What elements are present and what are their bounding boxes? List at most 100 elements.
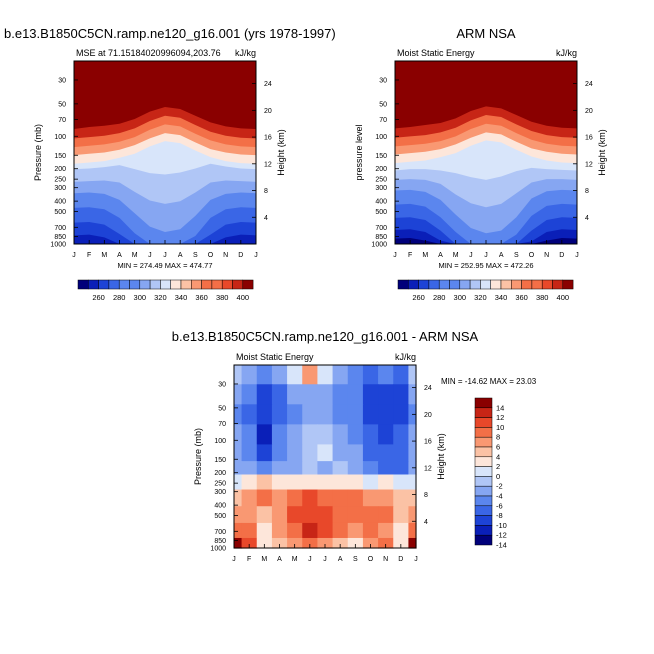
panel-3-height-label: 4 — [424, 519, 428, 526]
panel-3-cell — [317, 384, 334, 405]
panel-3-cell — [287, 404, 303, 425]
panel-3-cell — [241, 384, 258, 405]
panel-1-height-label: 12 — [264, 161, 272, 168]
panel-2-height-label: 12 — [585, 161, 593, 168]
panel-3-month-label: J — [414, 556, 418, 563]
panel-3-cell — [317, 365, 334, 385]
panel-1-legend: 260 280 300 320 340 360 380 400 — [77, 279, 254, 302]
panel-3-cell — [302, 404, 319, 425]
panel-3-legend-label: -4 — [496, 492, 503, 501]
panel-3-cell — [271, 489, 288, 507]
panel-1-ylabel: Pressure (mb) — [33, 124, 43, 181]
panel-2-month-label: A — [499, 252, 504, 259]
panel-3-cell — [378, 461, 394, 476]
panel-3-legend-label: 2 — [496, 462, 500, 471]
panel-3-month-label: O — [368, 556, 374, 563]
panel-3-legend-label: 0 — [496, 472, 500, 481]
panel-3-cell — [287, 537, 303, 549]
panel-3-cell — [317, 404, 334, 425]
panel-3-cell — [302, 365, 319, 385]
panel-3-legend-box — [474, 466, 493, 477]
panel-2-month-label: O — [529, 252, 535, 259]
panel-3-legend-box — [474, 417, 493, 428]
panel-3-cell — [256, 384, 273, 405]
panel-3-height-label: 8 — [424, 492, 428, 499]
panel-3-cell — [234, 522, 243, 539]
panel-3-cell — [362, 365, 379, 385]
panel-3-cell — [287, 444, 303, 462]
panel-1-pressure-label: 400 — [54, 199, 66, 206]
panel-2-legend-label: 320 — [474, 293, 487, 302]
panel-3-left-label: Moist Static Energy — [236, 352, 314, 362]
panel-3-cell — [332, 537, 349, 549]
panel-3-cell — [234, 424, 243, 446]
panel-1-month-label: O — [208, 252, 214, 259]
panel-3-cell — [256, 474, 273, 491]
panel-3-cell — [302, 444, 319, 462]
panel-3-legend-label: 10 — [496, 423, 504, 432]
panel-3-cell — [302, 474, 319, 491]
panel-2-pressure-label: 50 — [379, 101, 387, 108]
panel-1-legend-label: 280 — [113, 293, 126, 302]
panel-3-cell — [332, 461, 349, 476]
panel-3-cell — [362, 522, 379, 539]
panel-3-cell — [234, 461, 243, 476]
panel-2-legend-box — [490, 279, 502, 290]
panel-3-cell — [317, 506, 334, 524]
panel-3-cell — [362, 506, 379, 524]
panel-1-legend-label: 260 — [92, 293, 105, 302]
panel-3-legend-box — [474, 485, 493, 497]
panel-3-cell — [332, 444, 349, 462]
panel-3-cell — [378, 474, 394, 491]
panel-3-cell — [287, 461, 303, 476]
panel-2-legend-box — [438, 279, 450, 290]
panel-3-legend-label: -2 — [496, 482, 503, 491]
panel-3-cell — [408, 522, 417, 539]
panel-3-cell — [347, 365, 364, 385]
panel-1-height-label: 24 — [264, 81, 272, 88]
panel-3-cell — [271, 506, 288, 524]
panel-3-legend-label: 12 — [496, 413, 504, 422]
panel-2-month-label: J — [484, 252, 488, 259]
panel-3-cell — [332, 384, 349, 405]
panel-3-cell — [271, 384, 288, 405]
panel-3-pressure-label: 1000 — [210, 546, 226, 553]
panel-3-cell — [302, 522, 319, 539]
panel-1-height-label: 16 — [264, 135, 272, 142]
panel-3-cell — [241, 424, 258, 446]
panel-2-legend-box — [480, 279, 491, 290]
panel-1-legend-label: 400 — [237, 293, 250, 302]
panel-3-cell — [241, 537, 258, 549]
panel-3-cell — [241, 522, 258, 539]
panel-2-pressure-label: 100 — [375, 134, 387, 141]
panel-3-month-label: M — [261, 556, 267, 563]
panel-3-cell — [302, 424, 319, 446]
panel-3-cell — [241, 444, 258, 462]
panel-3-cell — [256, 522, 273, 539]
panel-1-month-label: F — [87, 252, 91, 259]
panel-3-cell — [362, 384, 379, 405]
panel-3-cell — [393, 424, 410, 446]
panel-2-legend-label: 300 — [454, 293, 467, 302]
panel-1-legend-box — [191, 279, 202, 290]
panel-2-title: ARM NSA — [456, 26, 516, 41]
panel-3-cell — [393, 444, 410, 462]
panel-3-cell — [256, 489, 273, 507]
panel-1-height-label: 8 — [264, 188, 268, 195]
panel-3-pressure-label: 850 — [214, 538, 226, 545]
panel-3-legend-label: 8 — [496, 433, 500, 442]
panel-2-pressure-label: 850 — [375, 234, 387, 241]
panel-2-pressure-label: 250 — [375, 177, 387, 184]
panel-3-cell — [317, 489, 334, 507]
panel-3-cell — [393, 506, 410, 524]
panel-3-cell — [271, 461, 288, 476]
panel-3-cell — [378, 384, 394, 405]
panel-3-cell — [271, 404, 288, 425]
panel-3-cell — [256, 404, 273, 425]
panel-3-cell — [256, 506, 273, 524]
panel-3-cell — [408, 365, 417, 385]
panel-1-legend-label: 360 — [195, 293, 208, 302]
panel-2-pressure-label: 150 — [375, 153, 387, 160]
panel-2-legend-box — [408, 279, 419, 290]
